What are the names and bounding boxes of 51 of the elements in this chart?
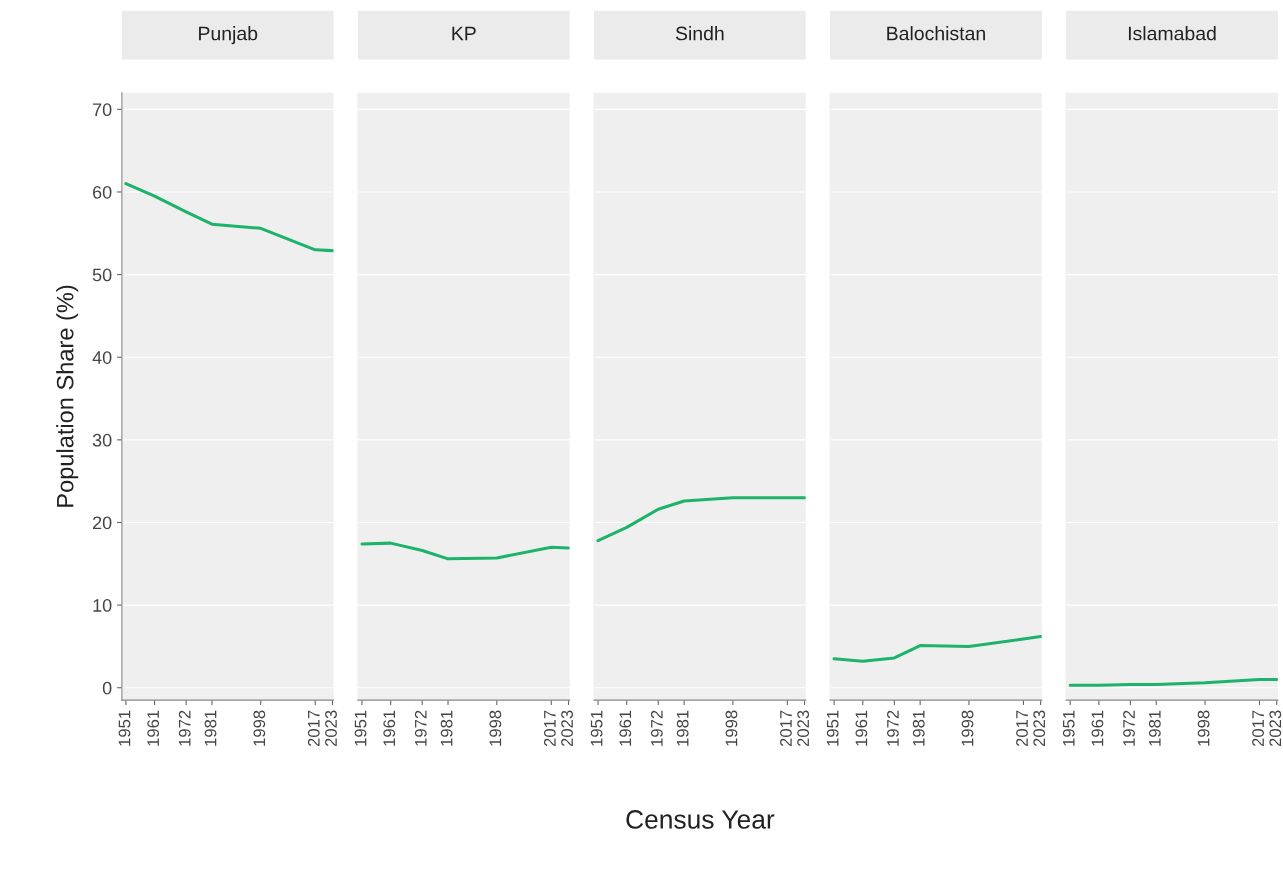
x-tick-label: 2017 (307, 710, 320, 747)
x-axis-title: Census Year (626, 810, 775, 829)
x-tick-label: 1981 (204, 710, 217, 746)
x-tick-label: 1981 (676, 710, 689, 746)
x-tick-label: 1998 (961, 710, 974, 746)
y-tick-label: 70 (93, 103, 112, 117)
y-tick-label: 30 (92, 433, 112, 447)
chart-title: KP (452, 26, 476, 41)
x-tick-label: 1951 (590, 710, 603, 746)
x-tick-label: 1972 (1123, 710, 1135, 746)
x-tick-label: 1998 (253, 710, 266, 746)
y-tick-label: 40 (92, 351, 112, 364)
y-tick-label: 0 (102, 681, 112, 695)
x-tick-label: 2023 (1033, 710, 1046, 747)
y-tick-label: 50 (92, 268, 112, 282)
chart-title: Sindh (675, 26, 724, 41)
x-tick-label: 2023 (325, 710, 337, 747)
x-tick-label: 1951 (118, 710, 131, 746)
x-tick-label: 2023 (1269, 710, 1282, 747)
x-tick-label: 2017 (1016, 710, 1028, 747)
line-series (124, 182, 334, 253)
x-tick-label: 1981 (440, 710, 453, 746)
x-tick-label: 2017 (780, 710, 792, 747)
x-tick-label: 1961 (1091, 710, 1104, 746)
x-tick-label: 1972 (178, 710, 191, 746)
x-tick-label: 1951 (354, 710, 367, 746)
x-tick-label: 1998 (1197, 710, 1210, 746)
x-tick-label: 1961 (147, 710, 160, 746)
y-tick-label: 10 (93, 599, 112, 612)
x-tick-label: 1961 (383, 710, 396, 746)
chart-title: Punjab (199, 26, 258, 45)
x-tick-label: 1981 (1148, 710, 1161, 746)
y-tick-label: 20 (92, 516, 112, 530)
chart-title: Islamabad (1128, 26, 1216, 41)
x-tick-label: 1972 (650, 710, 663, 746)
x-tick-label: 2017 (1252, 710, 1264, 747)
y-tick-label: 60 (93, 185, 112, 199)
x-tick-label: 1951 (1062, 710, 1075, 746)
x-tick-label: 1961 (855, 710, 868, 746)
x-tick-label: 1981 (912, 710, 925, 746)
x-tick-label: 1972 (414, 710, 427, 746)
y-axis-title: Population Share (%) (56, 285, 79, 507)
x-tick-label: 1998 (489, 710, 502, 746)
x-tick-label: 2023 (797, 710, 810, 747)
x-tick-label: 1972 (887, 710, 899, 746)
x-tick-label: 2023 (561, 710, 573, 747)
x-tick-label: 2017 (543, 710, 556, 747)
x-tick-label: 1951 (826, 710, 839, 746)
x-tick-label: 1998 (725, 710, 738, 746)
x-tick-label: 1961 (619, 710, 632, 746)
chart-title: Balochistan (887, 26, 985, 41)
